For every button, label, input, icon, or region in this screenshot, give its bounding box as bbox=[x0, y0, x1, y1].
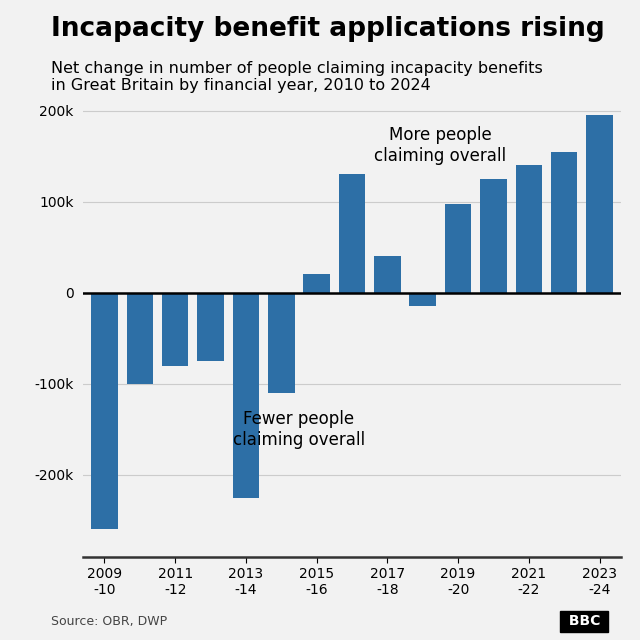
Text: Net change in number of people claiming incapacity benefits
in Great Britain by : Net change in number of people claiming … bbox=[51, 61, 543, 93]
Bar bbox=[516, 165, 542, 292]
Bar bbox=[127, 292, 153, 384]
Bar bbox=[339, 174, 365, 292]
Text: Fewer people
claiming overall: Fewer people claiming overall bbox=[233, 410, 365, 449]
Bar bbox=[268, 292, 294, 393]
Text: Source: OBR, DWP: Source: OBR, DWP bbox=[51, 616, 167, 628]
Bar bbox=[232, 292, 259, 498]
Text: Incapacity benefit applications rising: Incapacity benefit applications rising bbox=[51, 16, 605, 42]
Bar bbox=[197, 292, 224, 361]
Bar bbox=[374, 256, 401, 292]
Bar bbox=[586, 115, 613, 292]
Text: More people
claiming overall: More people claiming overall bbox=[374, 125, 506, 164]
Bar bbox=[445, 204, 472, 292]
Bar bbox=[162, 292, 188, 365]
Bar bbox=[91, 292, 118, 529]
Bar bbox=[410, 292, 436, 307]
Bar bbox=[480, 179, 507, 292]
Text: BBC: BBC bbox=[564, 614, 605, 628]
Bar bbox=[303, 275, 330, 292]
Bar bbox=[551, 152, 577, 292]
